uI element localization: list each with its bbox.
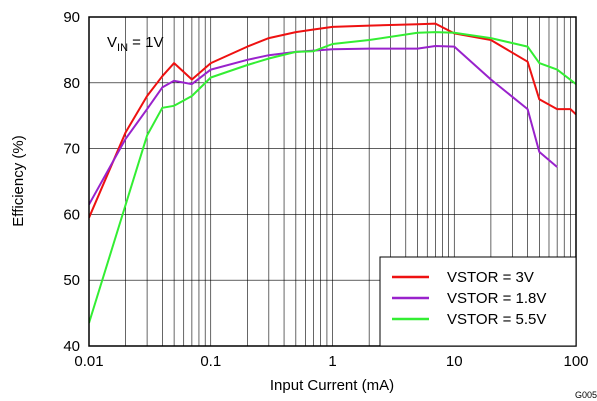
x-tick-label: 0.01 xyxy=(74,353,103,370)
series-line-3 xyxy=(89,31,576,324)
vin-annotation: VIN = 1V xyxy=(107,34,163,54)
x-tick-labels: 0.01 0.1 1 10 100 xyxy=(74,353,588,370)
figure-id: G005 xyxy=(575,390,597,400)
data-series xyxy=(89,22,576,324)
y-tick-label: 40 xyxy=(63,338,80,355)
y-tick-labels: 40 50 60 70 80 90 xyxy=(63,9,80,355)
series-line-1 xyxy=(89,22,576,219)
y-tick-label: 50 xyxy=(63,272,80,289)
vin-annotation-sub: IN xyxy=(117,42,128,54)
legend-label: VSTOR = 3V xyxy=(447,269,534,286)
x-tick-label: 10 xyxy=(446,353,463,370)
legend-label: VSTOR = 1.8V xyxy=(447,290,546,307)
legend-box xyxy=(379,256,577,347)
x-axis-title: Input Current (mA) xyxy=(270,377,394,394)
legend: VSTOR = 3V VSTOR = 1.8V VSTOR = 5.5V xyxy=(379,256,577,347)
y-tick-label: 70 xyxy=(63,141,80,158)
vin-annotation-rest: = 1V xyxy=(128,34,163,51)
y-axis-title: Efficiency (%) xyxy=(10,135,27,226)
y-tick-label: 80 xyxy=(63,75,80,92)
plot-frame xyxy=(88,16,577,347)
x-tick-label: 0.1 xyxy=(200,353,221,370)
y-tick-label: 90 xyxy=(63,9,80,26)
y-tick-label: 60 xyxy=(63,206,80,223)
legend-label: VSTOR = 5.5V xyxy=(447,311,546,328)
x-tick-label: 100 xyxy=(563,353,588,370)
vin-annotation-main: V xyxy=(107,34,117,51)
x-tick-label: 1 xyxy=(328,353,336,370)
